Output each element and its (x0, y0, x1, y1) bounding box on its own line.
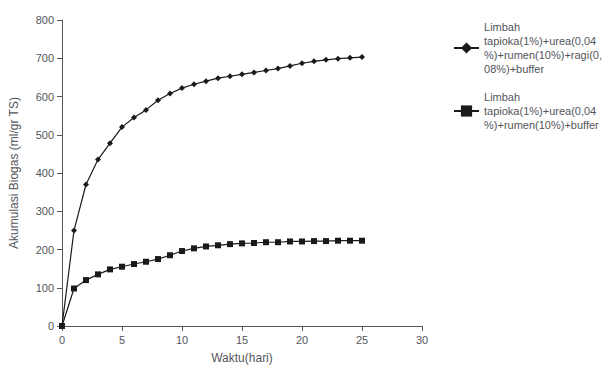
svg-text:700: 700 (36, 52, 54, 64)
svg-text:400: 400 (36, 167, 54, 179)
svg-text:08%)+buffer: 08%)+buffer (484, 63, 544, 75)
svg-text:10: 10 (176, 334, 188, 346)
svg-text:200: 200 (36, 244, 54, 256)
svg-text:800: 800 (36, 14, 54, 26)
svg-text:tapioka(1%)+urea(0,04: tapioka(1%)+urea(0,04 (484, 35, 596, 47)
svg-text:Limbah: Limbah (484, 21, 520, 33)
svg-text:100: 100 (36, 282, 54, 294)
svg-text:0: 0 (48, 320, 54, 332)
svg-text:15: 15 (236, 334, 248, 346)
svg-text:30: 30 (416, 334, 428, 346)
svg-text:%)+rumen(10%)+buffer: %)+rumen(10%)+buffer (484, 119, 599, 131)
svg-text:Limbah: Limbah (484, 91, 520, 103)
svg-text:20: 20 (296, 334, 308, 346)
svg-text:500: 500 (36, 129, 54, 141)
svg-text:tapioka(1%)+urea(0,04: tapioka(1%)+urea(0,04 (484, 105, 596, 117)
svg-text:25: 25 (356, 334, 368, 346)
svg-text:300: 300 (36, 205, 54, 217)
svg-text:Akumulasi Biogas (ml/gr TS): Akumulasi Biogas (ml/gr TS) (7, 97, 21, 249)
svg-text:Waktu(hari): Waktu(hari) (211, 351, 273, 365)
svg-text:0: 0 (59, 334, 65, 346)
svg-text:600: 600 (36, 91, 54, 103)
svg-text:5: 5 (119, 334, 125, 346)
svg-text:%)+rumen(10%)+ragi(0,: %)+rumen(10%)+ragi(0, (484, 49, 602, 61)
